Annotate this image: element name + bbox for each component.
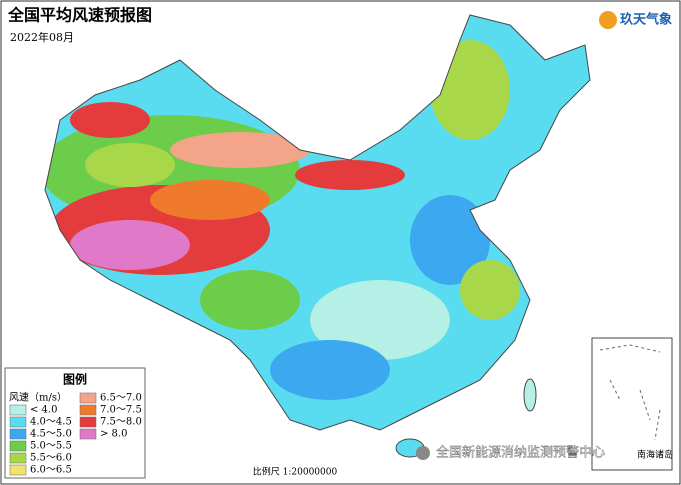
legend-label: < 4.0 (30, 405, 57, 416)
scale: 比例尺 1:20000000 (253, 466, 338, 478)
taiwan (523, 378, 537, 412)
legend-swatch (9, 416, 27, 428)
legend-swatch (9, 404, 27, 416)
legend-swatch (9, 452, 27, 464)
legend-title: 图例 (63, 372, 87, 387)
legend-swatch (9, 428, 27, 440)
watermark: 全国新能源消纳监测预警中心 (436, 445, 605, 461)
legend-swatch (79, 404, 97, 416)
legend-label: 7.0～7.5 (100, 405, 142, 416)
logo: 玖天气象 (620, 12, 672, 28)
logo-icon (599, 11, 617, 29)
legend-label: 4.0～4.5 (30, 417, 72, 428)
legend-label: 6.5～7.0 (100, 393, 142, 404)
legend-swatch (79, 416, 97, 428)
legend-label: 7.5～8.0 (100, 417, 142, 428)
date: 2022年08月 (10, 30, 74, 44)
legend-swatch (79, 428, 97, 440)
legend-label: > 8.0 (100, 429, 127, 440)
inset-box (591, 337, 673, 471)
border (44, 14, 591, 431)
legend-unit: 风速（m/s） (9, 392, 67, 404)
legend-swatch (79, 392, 97, 404)
legend-swatch (9, 464, 27, 476)
legend-swatch (9, 440, 27, 452)
watermark-icon (416, 446, 430, 460)
inset-lines (599, 344, 661, 441)
legend-label: 5.5～6.0 (30, 453, 72, 464)
legend-label: 6.0～6.5 (30, 465, 72, 476)
legend-label: 5.0～5.5 (30, 441, 72, 452)
title: 全国平均风速预报图 (7, 6, 152, 25)
inset-label: 南海诸岛 (637, 449, 673, 461)
legend-label: 4.5～5.0 (30, 429, 72, 440)
legend-box (4, 367, 146, 479)
